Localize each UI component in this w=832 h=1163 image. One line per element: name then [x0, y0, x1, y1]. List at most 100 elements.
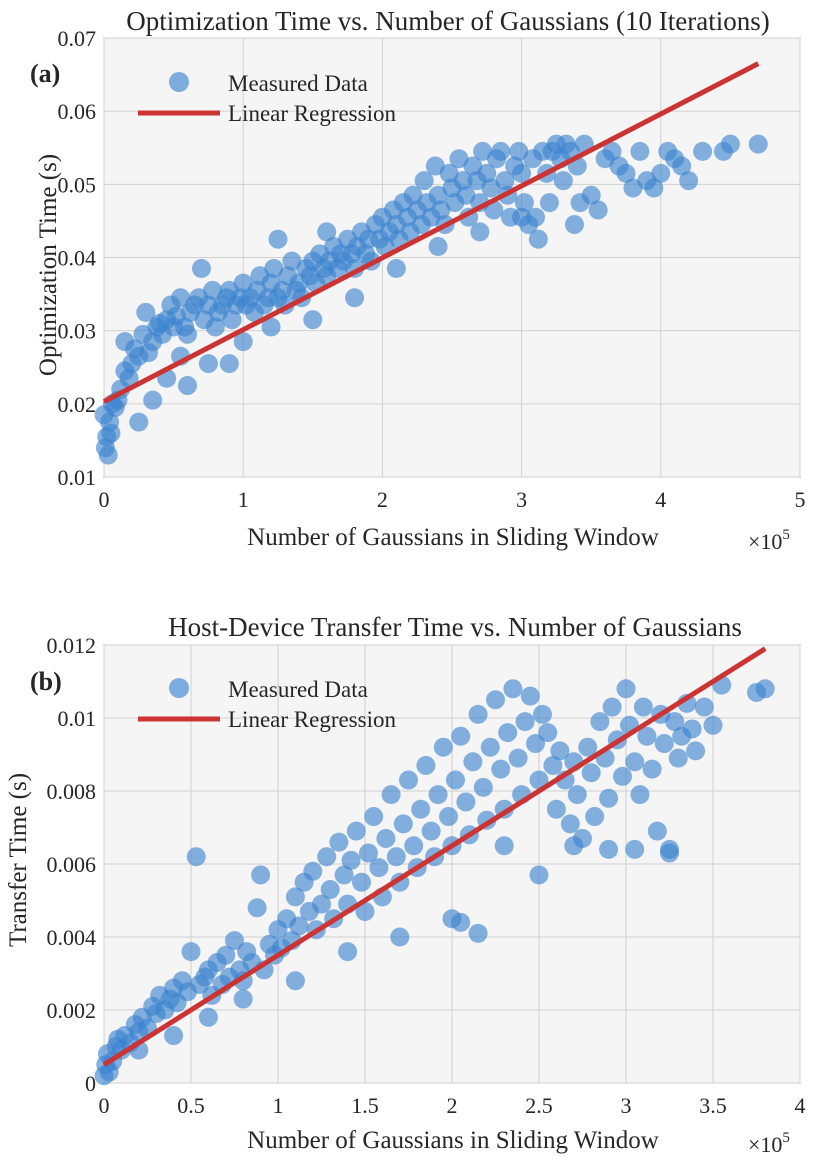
data-point [425, 156, 445, 176]
data-point [637, 726, 657, 746]
data-point [703, 715, 723, 735]
data-point [481, 178, 501, 198]
data-point [376, 828, 396, 848]
x-multiplier-exp-b: 5 [782, 1130, 790, 1146]
data-point [693, 141, 713, 161]
data-point [599, 788, 619, 808]
data-point [491, 141, 511, 161]
data-point [303, 310, 323, 330]
data-point [672, 156, 692, 176]
data-point [261, 317, 281, 337]
y-tick-label: 0.008 [47, 779, 97, 804]
legend-label-line-a: Linear Regression [228, 101, 396, 126]
data-point [439, 807, 459, 827]
data-point [334, 865, 354, 885]
data-point [590, 712, 610, 732]
data-point [285, 971, 305, 991]
data-point [285, 887, 305, 907]
data-point [602, 697, 622, 717]
data-point [543, 755, 563, 775]
data-point [567, 785, 587, 805]
y-tick-label: 0.03 [58, 319, 97, 344]
legend-a: Measured Data Linear Regression [138, 71, 396, 126]
data-point [748, 134, 768, 154]
legend-b: Measured Data Linear Regression [138, 677, 396, 732]
x-tick-label: 4 [795, 1093, 806, 1118]
tick-labels-b: 0 0.5 1 1.5 2 2.5 3 3.5 4 0 0.002 0.004 0.006 0.008 0.… [47, 633, 806, 1118]
data-point [686, 741, 706, 761]
data-point [468, 923, 488, 943]
data-point [421, 821, 441, 841]
data-point [623, 178, 643, 198]
y-tick-label: 0.05 [58, 172, 97, 197]
data-point [198, 1007, 218, 1027]
data-point [247, 898, 267, 918]
data-point [668, 748, 688, 768]
data-point [578, 737, 598, 757]
data-point [416, 755, 436, 775]
y-tick-label: 0.002 [47, 998, 97, 1023]
data-point [581, 763, 601, 783]
data-point [386, 847, 406, 867]
x-tick-label: 1 [273, 1093, 284, 1118]
data-point [585, 807, 605, 827]
data-point [320, 880, 340, 900]
y-tick-label: 0.006 [47, 852, 97, 877]
x-axis-label-b: Number of Gaussians in Sliding Window [247, 1127, 659, 1154]
data-point [456, 792, 476, 812]
data-point [381, 785, 401, 805]
y-tick-label: 0.012 [47, 633, 97, 658]
data-point [186, 847, 206, 867]
data-point [451, 726, 471, 746]
x-axis-label-a: Number of Gaussians in Sliding Window [247, 524, 659, 551]
data-point [720, 134, 740, 154]
data-point [528, 229, 548, 249]
data-point [216, 945, 236, 965]
x-multiplier-b: ×105 [748, 1130, 790, 1157]
data-point [205, 317, 225, 337]
data-point [532, 704, 552, 724]
data-point [473, 777, 493, 797]
data-point [463, 156, 483, 176]
data-point [272, 280, 292, 300]
data-point [473, 141, 493, 161]
x-multiplier-base-a: ×10 [748, 529, 782, 554]
data-point [529, 865, 549, 885]
data-point [529, 770, 549, 790]
data-point [491, 759, 511, 779]
x-tick-label: 2 [447, 1093, 458, 1118]
data-point [403, 185, 423, 205]
data-point [498, 723, 518, 743]
data-point [345, 288, 365, 308]
data-point [660, 839, 679, 859]
chart-title-a: Optimization Time vs. Number of Gaussian… [126, 6, 769, 36]
data-point [222, 310, 242, 330]
data-point [129, 412, 149, 432]
legend-marker-scatter-b [169, 678, 189, 698]
data-point [428, 185, 448, 205]
data-point [143, 390, 163, 410]
data-point [480, 737, 500, 757]
data-point [393, 814, 413, 834]
data-point [390, 927, 410, 947]
data-point [644, 178, 664, 198]
data-point [495, 171, 515, 191]
data-point [581, 185, 601, 205]
data-point [553, 171, 573, 191]
data-point [550, 741, 570, 761]
data-point [312, 894, 331, 914]
data-point [386, 258, 406, 278]
x-tick-label: 0.5 [177, 1093, 205, 1118]
data-point [463, 752, 483, 772]
regression-line-a [102, 61, 760, 404]
data-point [428, 785, 448, 805]
data-point [352, 872, 372, 892]
data-point [411, 799, 431, 819]
data-point [346, 821, 366, 841]
x-tick-label: 3 [621, 1093, 632, 1118]
x-tick-label: 0 [99, 1093, 110, 1118]
data-point [512, 163, 532, 183]
y-tick-label: 0 [85, 1071, 96, 1096]
data-point [431, 200, 451, 220]
data-point [512, 207, 532, 227]
